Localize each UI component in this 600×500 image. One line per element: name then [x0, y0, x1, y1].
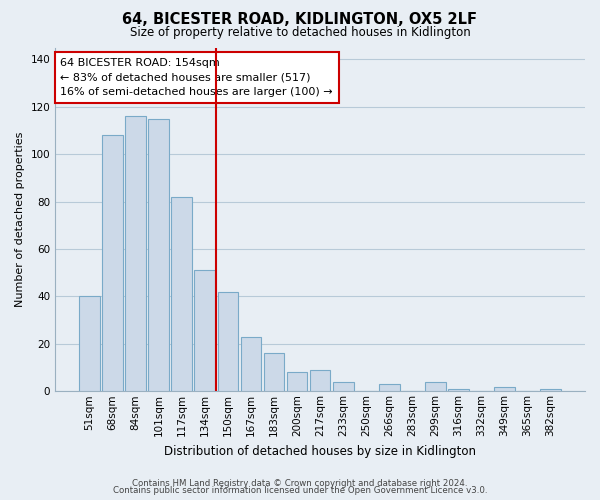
Text: Size of property relative to detached houses in Kidlington: Size of property relative to detached ho…	[130, 26, 470, 39]
Bar	[333, 382, 353, 392]
Text: 64, BICESTER ROAD, KIDLINGTON, OX5 2LF: 64, BICESTER ROAD, KIDLINGTON, OX5 2LF	[122, 12, 478, 28]
Y-axis label: Number of detached properties: Number of detached properties	[15, 132, 25, 307]
Bar	[379, 384, 400, 392]
Bar	[540, 389, 561, 392]
Bar	[148, 118, 169, 392]
Text: 64 BICESTER ROAD: 154sqm
← 83% of detached houses are smaller (517)
16% of semi-: 64 BICESTER ROAD: 154sqm ← 83% of detach…	[61, 58, 333, 98]
Bar	[263, 354, 284, 392]
Bar	[310, 370, 331, 392]
Bar	[194, 270, 215, 392]
Text: Contains public sector information licensed under the Open Government Licence v3: Contains public sector information licen…	[113, 486, 487, 495]
X-axis label: Distribution of detached houses by size in Kidlington: Distribution of detached houses by size …	[164, 444, 476, 458]
Bar	[448, 389, 469, 392]
Bar	[125, 116, 146, 392]
Bar	[425, 382, 446, 392]
Text: Contains HM Land Registry data © Crown copyright and database right 2024.: Contains HM Land Registry data © Crown c…	[132, 478, 468, 488]
Bar	[79, 296, 100, 392]
Bar	[172, 197, 192, 392]
Bar	[218, 292, 238, 392]
Bar	[241, 336, 262, 392]
Bar	[102, 135, 123, 392]
Bar	[287, 372, 307, 392]
Bar	[494, 386, 515, 392]
